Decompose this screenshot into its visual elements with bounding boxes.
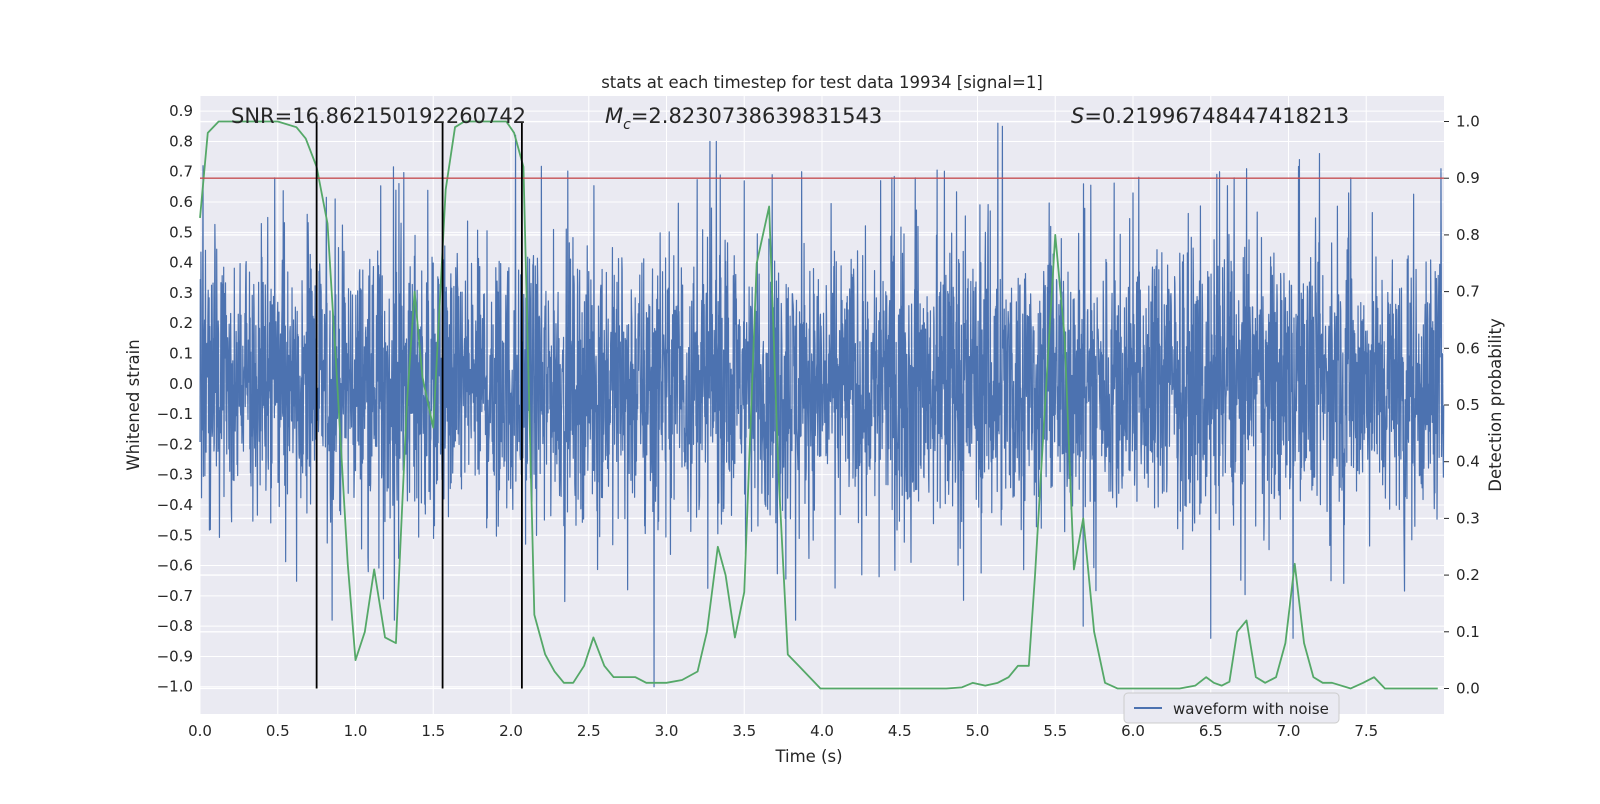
y-tick-label: 0.2 [169, 314, 193, 332]
x-tick-label: 5.5 [1043, 722, 1067, 740]
y-tick-label: −0.1 [157, 405, 193, 423]
y-tick-label: 0.9 [169, 102, 193, 120]
waveform-series [199, 122, 1445, 688]
y2-tick-label: 0.4 [1456, 453, 1480, 471]
x-tick-label: 1.0 [344, 722, 368, 740]
y-tick-label: −0.3 [157, 466, 193, 484]
x-tick-label: 2.0 [499, 722, 523, 740]
y2-tick-label: 0.3 [1456, 509, 1480, 527]
y-tick-label: 0.3 [169, 284, 193, 302]
y2-tick-label: 0.2 [1456, 566, 1480, 584]
overlay-lines [199, 120, 1444, 690]
chart-title: stats at each timestep for test data 199… [601, 73, 1043, 92]
s-value: =0.21996748447418213 [1084, 104, 1349, 128]
legend-box [1123, 692, 1340, 724]
x-tick-label: 2.5 [577, 722, 601, 740]
x-tick-label: 7.0 [1277, 722, 1301, 740]
y-axis-label: Whitened strain [124, 339, 143, 470]
x-axis-label: Time (s) [774, 747, 842, 766]
y-tick-label: −0.9 [157, 647, 193, 665]
y-tick-label: −0.5 [157, 526, 193, 544]
x-tick-label: 7.5 [1354, 722, 1378, 740]
x-tick-label: 4.0 [810, 722, 834, 740]
tick-labels: 0.0 0.5 1.0 1.5 2.0 2.5 3.0 3.5 4.0 4.5 5.0 5.5 6.0 6… [157, 102, 1480, 740]
y-tick-label: 0.0 [169, 375, 193, 393]
x-tick-label: 5.0 [966, 722, 990, 740]
y-tick-label: 0.7 [169, 163, 193, 181]
y2-tick-label: 1.0 [1456, 113, 1480, 131]
x-tick-label: 0.5 [266, 722, 290, 740]
chirp-mass-symbol: M [605, 104, 623, 128]
y-tick-label: −0.8 [157, 617, 193, 635]
waveform-line [199, 122, 1445, 688]
x-tick-label: 6.5 [1199, 722, 1223, 740]
y2-tick-label: 0.6 [1456, 339, 1480, 357]
s-symbol: S [1071, 104, 1084, 128]
legend: waveform with noise [1123, 692, 1340, 724]
x-tick-label: 4.5 [888, 722, 912, 740]
x-tick-label: 6.0 [1121, 722, 1145, 740]
y-tick-label: −0.6 [157, 557, 193, 575]
y-tick-label: −1.0 [157, 678, 193, 696]
x-tick-label: 1.5 [421, 722, 445, 740]
y-tick-label: 0.4 [169, 254, 193, 272]
x-tick-label: 3.0 [655, 722, 679, 740]
y2-tick-label: 0.0 [1456, 679, 1480, 697]
y-tick-label: −0.2 [157, 435, 193, 453]
y-tick-label: −0.4 [157, 496, 193, 514]
x-tick-label: 0.0 [188, 722, 212, 740]
y-tick-label: −0.7 [157, 587, 193, 605]
y2-axis-label: Detection probability [1486, 318, 1505, 492]
chirp-mass-subscript: c [623, 117, 631, 133]
y-tick-label: 0.1 [169, 345, 193, 363]
probability-line [199, 120, 1438, 690]
chirp-mass-value: =2.8230738639831543 [631, 104, 882, 128]
y2-tick-label: 0.8 [1456, 226, 1480, 244]
y2-tick-label: 0.9 [1456, 169, 1480, 187]
legend-label: waveform with noise [1173, 700, 1329, 718]
y2-tick-label: 0.5 [1456, 396, 1480, 414]
s-annotation: S=0.21996748447418213 [1071, 104, 1349, 128]
snr-annotation: SNR=16.862150192260742 [231, 104, 526, 128]
y2-tick-label: 0.7 [1456, 283, 1480, 301]
y-tick-label: 0.5 [169, 223, 193, 241]
y-tick-label: 0.6 [169, 193, 193, 211]
y2-tick-label: 0.1 [1456, 623, 1480, 641]
y-tick-label: 0.8 [169, 132, 193, 150]
x-tick-label: 3.5 [732, 722, 756, 740]
chirp-mass-annotation: Mc=2.8230738639831543 [605, 104, 882, 133]
